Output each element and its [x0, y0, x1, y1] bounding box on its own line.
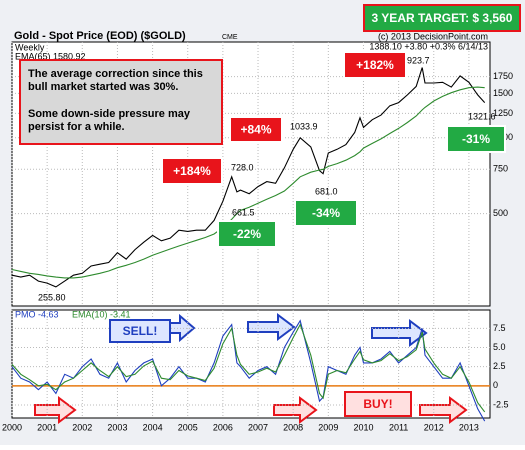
signal-text: SELL! — [123, 324, 158, 338]
callout-box — [161, 157, 223, 185]
y-tick-label: 1750 — [493, 71, 513, 81]
callout-box — [446, 125, 506, 153]
note-text: The average correction since this bull ma… — [28, 68, 203, 93]
x-tick-label: 2007 — [248, 422, 268, 432]
price-label: 255.80 — [38, 292, 66, 302]
callout-text: +84% — [240, 123, 271, 137]
price-label: 728.0 — [231, 162, 254, 172]
signal-box — [109, 319, 171, 343]
price-label: 1923.7 — [402, 55, 430, 65]
note-line: persist for a while. — [28, 121, 125, 133]
note-text: Some down-side pressure may persist for a… — [28, 108, 191, 133]
legend-entry: PMO -4.63 — [15, 309, 59, 319]
chart-title: Gold - Spot Price (EOD) ($GOLD) — [14, 30, 186, 42]
series-line — [11, 67, 486, 288]
x-tick-label: 2005 — [178, 422, 198, 432]
quote: 1388.10 +3.80 +0.3% 6/14/13 — [369, 41, 488, 51]
y-tick-label: -2.5 — [493, 399, 509, 409]
y-tick-label: 1250 — [493, 108, 513, 118]
x-tick-label: 2011 — [389, 422, 408, 432]
y-tick-label: 500 — [493, 208, 508, 218]
price-label: 1033.9 — [290, 121, 318, 131]
period: Weekly — [15, 42, 45, 52]
x-tick-label: 2008 — [283, 422, 303, 432]
buy-arrow — [34, 396, 77, 424]
note-box — [19, 59, 223, 145]
buy-arrow — [273, 396, 318, 424]
legend-entry: EMA(65) 1580.92 — [15, 51, 86, 61]
sell-arrow — [247, 313, 296, 341]
x-tick-label: 2009 — [318, 422, 338, 432]
callout-box — [363, 4, 521, 32]
x-tick-label: 2003 — [107, 422, 127, 432]
price-label: 681.0 — [315, 186, 338, 196]
x-tick-label: 2006 — [213, 422, 233, 432]
price-label: 1321.6 — [468, 111, 496, 121]
callout-text: -34% — [312, 206, 340, 220]
callout-box — [217, 220, 277, 248]
y-tick-label: 7.5 — [493, 323, 506, 333]
x-tick-label: 2010 — [353, 422, 373, 432]
buy-arrow — [419, 396, 468, 424]
callout-box — [229, 116, 283, 143]
note-line: Some down-side pressure may — [28, 108, 191, 120]
y-tick-label: 5.0 — [493, 342, 506, 352]
x-tick-label: 2002 — [72, 422, 92, 432]
signal-box — [344, 391, 412, 417]
series-line — [11, 323, 486, 413]
series-line — [11, 319, 486, 422]
callout-box — [343, 51, 407, 79]
legend-entry: EMA(10) -3.41 — [72, 309, 131, 319]
y-tick-label: 2.5 — [493, 361, 506, 371]
callout-box — [294, 199, 358, 227]
x-tick-label: 2001 — [37, 422, 57, 432]
note-line: The average correction since this — [28, 68, 203, 80]
callout-text: -31% — [462, 132, 490, 146]
series-line — [11, 86, 485, 279]
callout-text: +182% — [356, 58, 394, 72]
x-tick-label: 2000 — [2, 422, 22, 432]
x-tick-label: 2012 — [424, 422, 444, 432]
callout-text: -22% — [233, 227, 261, 241]
callout-text: +184% — [173, 164, 211, 178]
signal-text: BUY! — [363, 397, 392, 411]
callout-text: 3 YEAR TARGET: $ 3,560 — [372, 11, 513, 25]
exchange: CME — [222, 34, 238, 41]
x-tick-label: 2013 — [459, 422, 479, 432]
sell-arrow — [371, 319, 428, 347]
credit: (c) 2013 DecisionPoint.com — [378, 31, 488, 41]
note-line: bull market started was 30%. — [28, 81, 178, 93]
x-tick-label: 2004 — [143, 422, 163, 432]
y-tick-label: 0 — [493, 380, 498, 390]
price-label: 661.5 — [232, 207, 255, 217]
y-tick-label: 750 — [493, 164, 508, 174]
y-tick-label: 1500 — [493, 88, 513, 98]
